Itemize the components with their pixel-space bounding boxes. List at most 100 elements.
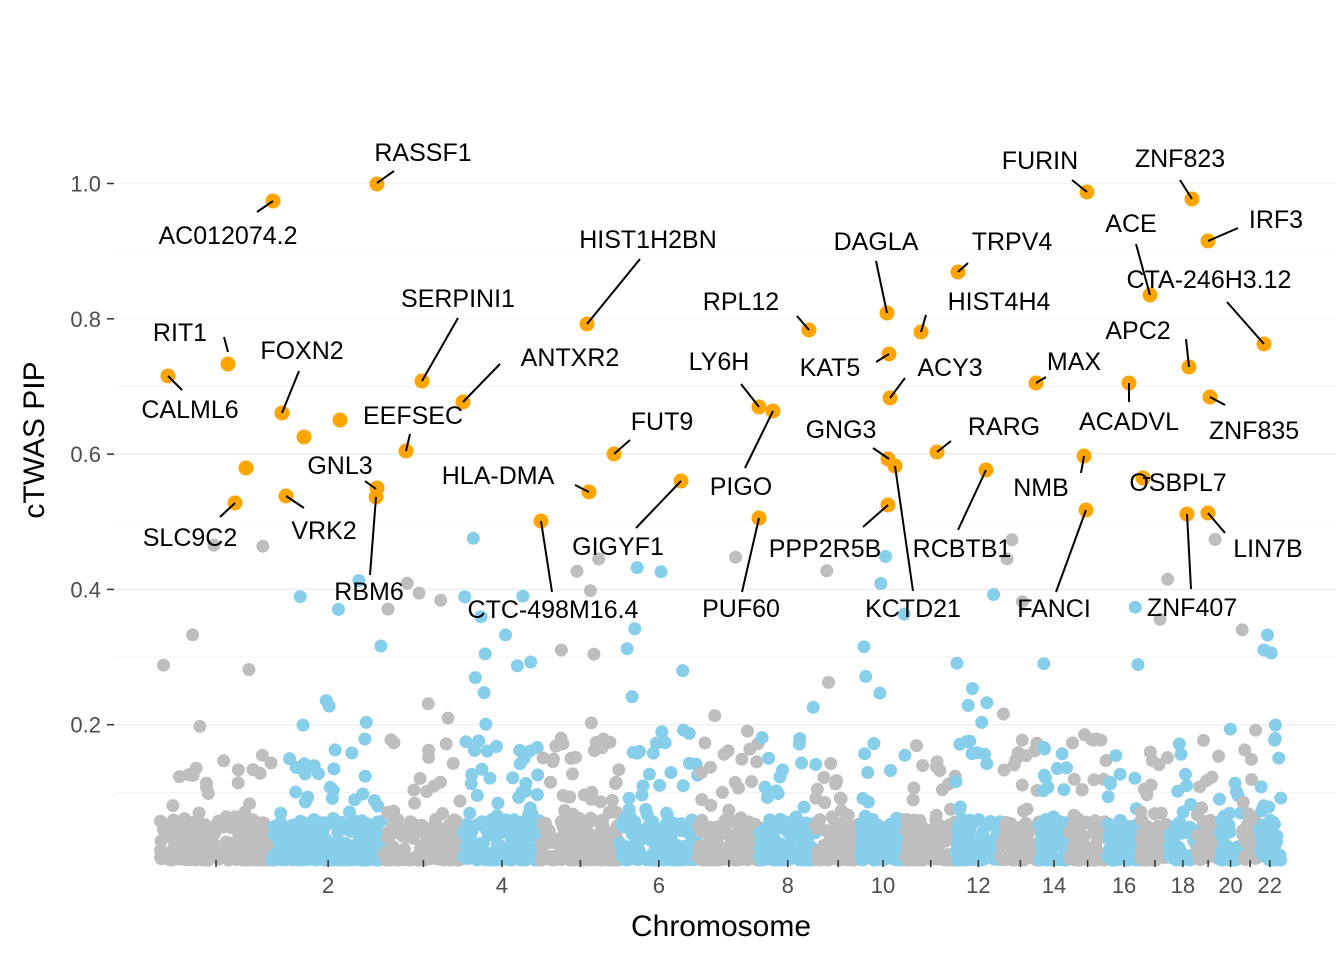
background-point (499, 628, 512, 642)
background-point (950, 656, 964, 670)
background-point (594, 795, 608, 809)
x-tick-label: 22 (1258, 873, 1282, 898)
background-point (715, 785, 729, 799)
background-point (932, 820, 946, 833)
gene-label: HLA-DMA (442, 462, 555, 490)
background-point (1103, 834, 1117, 848)
label-line (635, 480, 682, 529)
background-point (412, 586, 426, 600)
label-line (957, 262, 969, 273)
background-point (307, 813, 321, 827)
background-point (506, 771, 520, 785)
background-point (1128, 600, 1142, 614)
background-point (1005, 533, 1019, 547)
background-point (755, 830, 769, 844)
background-point (516, 589, 530, 603)
background-point (743, 742, 757, 756)
background-point (1085, 732, 1099, 746)
background-point (857, 640, 871, 654)
label-line (875, 353, 890, 363)
background-point (256, 539, 270, 553)
background-point (544, 775, 557, 789)
background-point (554, 815, 568, 828)
background-point (884, 764, 897, 777)
background-point (562, 832, 575, 846)
background-point (1163, 838, 1177, 852)
background-point (535, 852, 549, 866)
label-line (1185, 338, 1190, 368)
background-point (322, 699, 336, 713)
background-point (207, 538, 221, 552)
background-point (384, 846, 398, 859)
background-point (1261, 628, 1274, 642)
label-line (744, 410, 774, 469)
background-point (355, 814, 369, 828)
background-point (474, 610, 488, 624)
background-point (200, 781, 214, 795)
background-point (166, 815, 180, 829)
background-point (309, 852, 323, 865)
background-point (797, 800, 811, 814)
background-point (184, 823, 198, 836)
background-point (442, 818, 456, 832)
label-line (1035, 376, 1047, 384)
background-point (526, 825, 540, 838)
background-point (427, 779, 441, 793)
background-point (975, 715, 989, 729)
background-point (436, 852, 449, 866)
background-point (1208, 532, 1222, 546)
gene-label: FANCI (1017, 595, 1091, 623)
background-point (512, 790, 526, 804)
background-point (253, 766, 267, 780)
background-point (264, 756, 278, 770)
background-point (209, 842, 223, 856)
background-point (633, 744, 646, 758)
y-tick-label: 0.6 (70, 442, 101, 467)
x-tick-label: 12 (966, 873, 990, 898)
background-point (296, 718, 310, 732)
background-point (760, 790, 774, 804)
background-point (809, 757, 823, 771)
background-point (231, 763, 245, 777)
background-point (1131, 658, 1145, 672)
background-point (293, 590, 307, 604)
background-point (571, 820, 585, 834)
background-point (1124, 840, 1137, 854)
gene-label: KAT5 (800, 354, 861, 382)
label-line (613, 439, 631, 455)
background-point (963, 813, 977, 827)
background-point (524, 655, 538, 669)
background-point (586, 853, 600, 867)
background-point (595, 818, 609, 832)
background-point (1241, 817, 1255, 831)
background-point (1081, 851, 1095, 865)
background-point (333, 819, 347, 833)
background-point (735, 752, 749, 766)
background-point (470, 789, 484, 802)
background-point (583, 584, 597, 598)
background-point (1020, 802, 1034, 816)
background-point (268, 827, 282, 841)
gene-label: ACE (1105, 210, 1156, 238)
background-point (1112, 820, 1126, 834)
background-point (1226, 843, 1240, 857)
background-point (879, 550, 893, 563)
gene-label: CALML6 (141, 396, 238, 424)
background-point (755, 731, 769, 745)
background-point (1041, 780, 1055, 794)
label-line (741, 517, 760, 593)
background-point (154, 845, 168, 859)
background-point (898, 748, 912, 762)
background-point (468, 671, 482, 685)
background-point (458, 590, 472, 604)
background-point (505, 851, 518, 865)
background-point (1128, 771, 1142, 785)
background-point (166, 799, 180, 813)
label-line (1135, 243, 1151, 296)
background-point (343, 805, 356, 819)
background-point (475, 762, 489, 776)
background-point (824, 757, 838, 770)
background-point (1254, 780, 1268, 794)
background-point (386, 826, 399, 840)
background-point (1009, 753, 1023, 767)
